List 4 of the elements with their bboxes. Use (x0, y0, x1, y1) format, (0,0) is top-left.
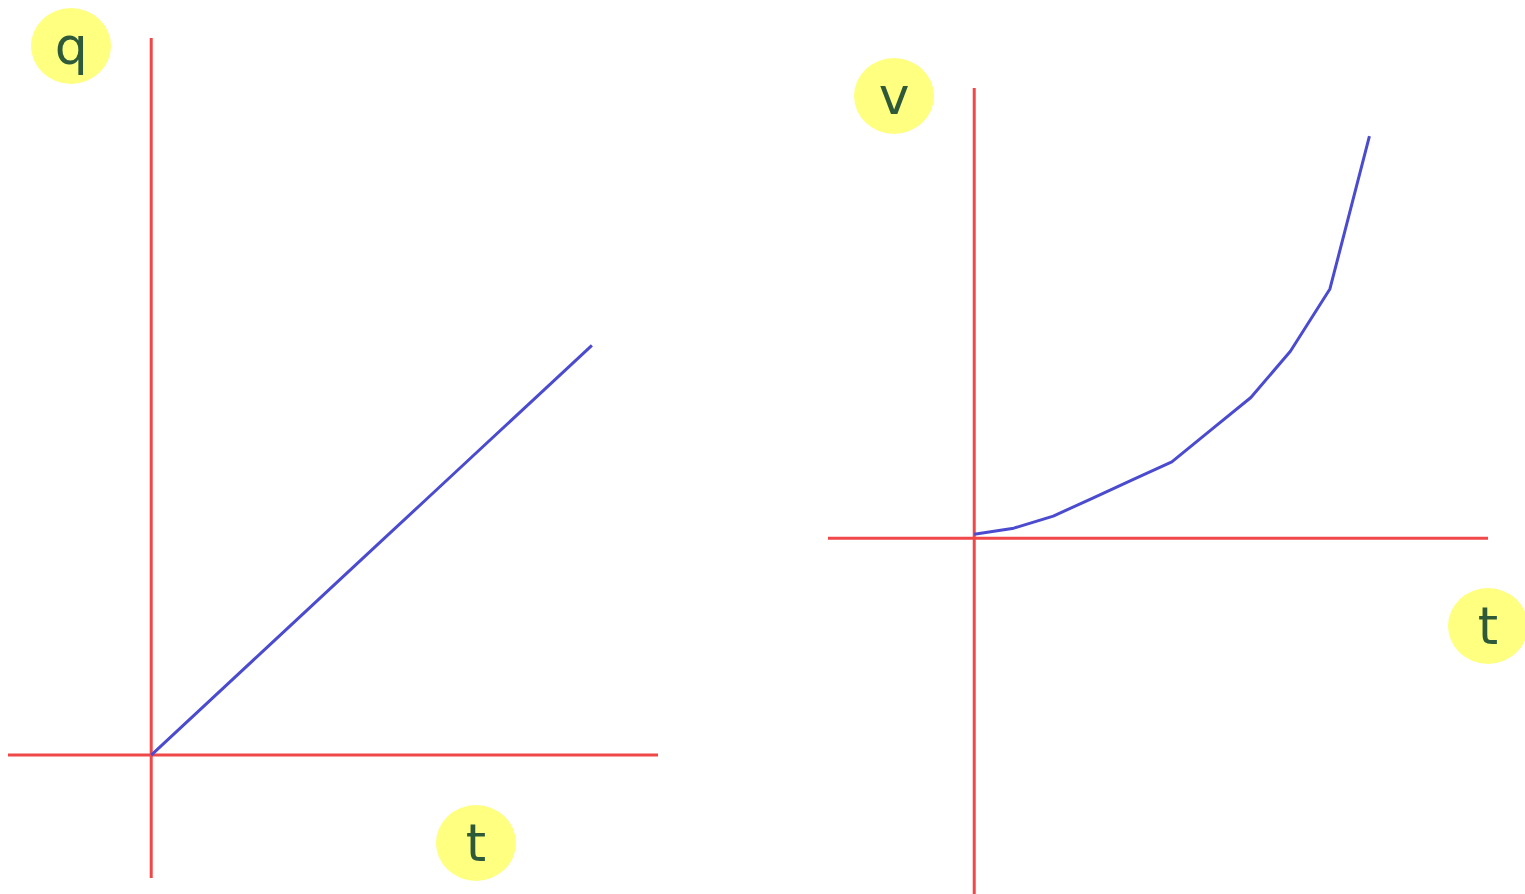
y-axis-title: v (854, 58, 935, 134)
x-axis-title: t (1448, 588, 1525, 665)
y-axis-title: q (31, 8, 112, 84)
x-axis-title: t (436, 805, 516, 882)
